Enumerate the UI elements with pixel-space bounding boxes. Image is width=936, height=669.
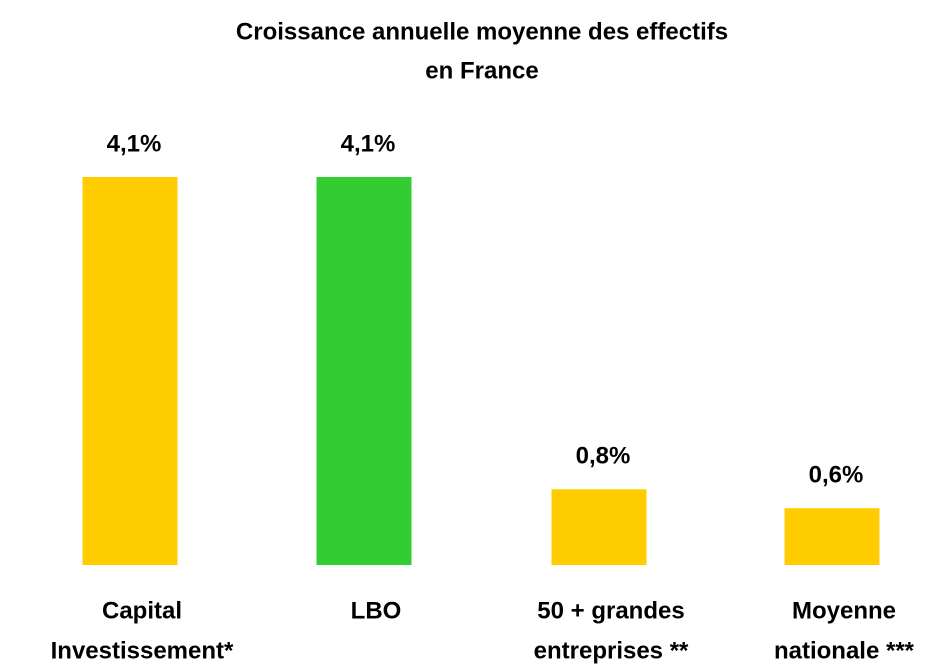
value-label: 4,1% bbox=[341, 130, 396, 157]
bar bbox=[82, 177, 178, 565]
value-label: 0,6% bbox=[809, 462, 864, 489]
chart-title: Croissance annuelle moyenne des effectif… bbox=[236, 18, 728, 45]
chart-title: en France bbox=[425, 57, 538, 84]
bar bbox=[551, 489, 647, 565]
x-tick-label: Investissement* bbox=[51, 637, 234, 664]
x-tick-label: nationale *** bbox=[774, 637, 915, 664]
bar bbox=[784, 508, 880, 565]
x-tick-label: entreprises ** bbox=[534, 637, 689, 664]
value-label: 0,8% bbox=[576, 443, 631, 470]
value-label: 4,1% bbox=[107, 130, 162, 157]
bar bbox=[316, 177, 412, 565]
x-tick-label: Moyenne bbox=[792, 597, 896, 624]
x-tick-label: LBO bbox=[351, 597, 402, 624]
x-tick-label: 50 + grandes bbox=[537, 597, 684, 624]
x-tick-label: Capital bbox=[102, 597, 182, 624]
